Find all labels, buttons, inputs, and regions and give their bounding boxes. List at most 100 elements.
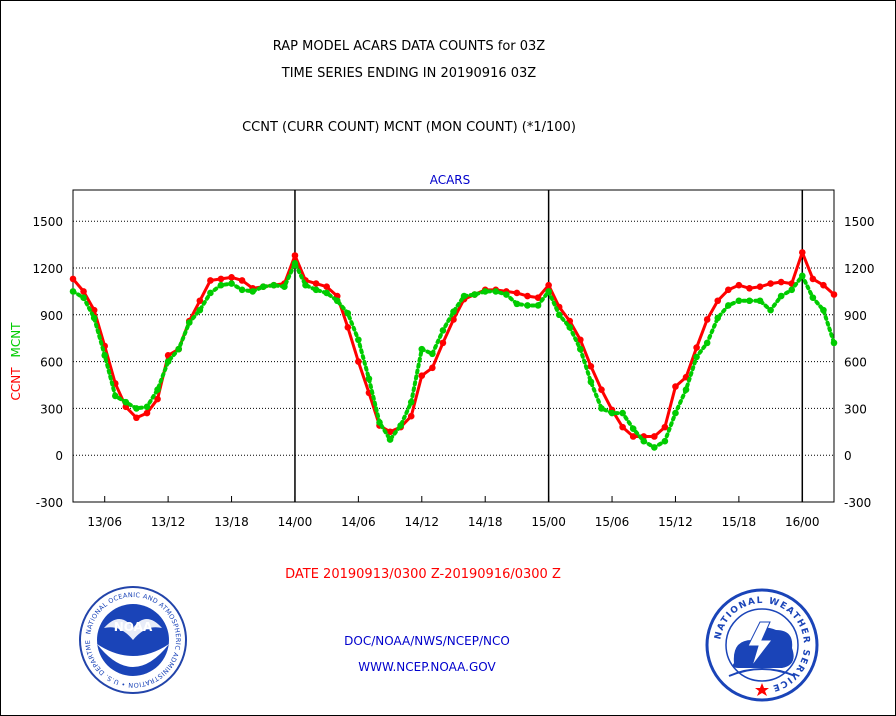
x-tick-label: 15/06 <box>595 515 630 529</box>
data-point-mcnt <box>492 288 500 295</box>
x-tick-label: 14/00 <box>278 515 313 529</box>
data-point-ccnt <box>798 249 806 256</box>
data-point-mcnt <box>80 294 87 301</box>
data-point-mcnt <box>746 297 753 305</box>
data-point-mcnt <box>682 386 690 393</box>
data-point-mcnt <box>524 302 531 309</box>
website-link[interactable]: WWW.NCEP.NOAA.GOV <box>358 660 496 674</box>
y-tick-label-right: 900 <box>844 309 867 323</box>
data-point-mcnt <box>587 378 595 386</box>
data-point-mcnt <box>376 419 383 426</box>
data-point-mcnt <box>407 398 415 406</box>
x-tick-label: 14/18 <box>468 515 503 529</box>
x-tick-label: 13/18 <box>214 515 249 529</box>
data-point-mcnt <box>820 306 827 314</box>
chart-subtitle: CCNT (CURR COUNT) MCNT (MON COUNT) (*1/1… <box>242 120 576 135</box>
data-point-ccnt <box>777 278 785 286</box>
data-point-ccnt <box>143 409 151 417</box>
data-point-mcnt <box>386 436 394 443</box>
data-point-mcnt <box>672 409 679 417</box>
data-point-mcnt <box>175 345 182 353</box>
data-point-mcnt <box>323 289 330 297</box>
data-point-mcnt <box>703 339 711 347</box>
data-point-mcnt <box>545 288 552 295</box>
nws-logo-icon: NATIONAL WEATHER SERVICE <box>705 588 819 702</box>
data-point-ccnt <box>767 280 774 287</box>
data-point-ccnt <box>693 344 700 351</box>
y-tick-label-right: 300 <box>844 402 867 416</box>
data-point-mcnt <box>566 323 574 331</box>
noaa-logo-icon: NOAA NATIONAL OCEANIC AND ATMOSPHERIC AD… <box>0 0 187 694</box>
data-point-ccnt <box>450 316 457 323</box>
data-point-mcnt <box>122 398 130 406</box>
chart-title-line1: RAP MODEL ACARS DATA COUNTS for 03Z <box>273 39 546 54</box>
data-point-mcnt <box>777 292 785 300</box>
data-point-mcnt <box>259 283 267 291</box>
y-tick-label-right: 1200 <box>844 262 875 276</box>
data-point-mcnt <box>619 409 626 417</box>
x-tick-label: 13/06 <box>87 515 122 529</box>
acars-label: ACARS <box>430 173 471 187</box>
y-axis-label: CCNT MCNT <box>9 322 23 401</box>
data-point-ccnt <box>439 339 447 347</box>
data-point-mcnt <box>312 286 320 294</box>
data-point-ccnt <box>598 386 605 393</box>
data-point-ccnt <box>217 275 225 283</box>
y-tick-label-right: 1500 <box>844 215 875 229</box>
data-point-mcnt <box>767 306 774 314</box>
data-point-ccnt <box>133 414 140 422</box>
y-axis-label-ccnt: CCNT <box>9 367 23 401</box>
data-point-ccnt <box>746 284 753 292</box>
data-point-mcnt <box>365 375 373 383</box>
data-point-ccnt <box>651 433 658 440</box>
data-point-mcnt <box>577 345 584 353</box>
data-point-mcnt <box>471 291 478 298</box>
data-point-ccnt <box>196 297 204 305</box>
data-point-mcnt <box>503 291 510 298</box>
y-tick-label-left: -300 <box>36 496 63 510</box>
data-point-mcnt <box>101 352 109 359</box>
x-tick-label: 16/00 <box>785 515 820 529</box>
data-point-mcnt <box>90 314 98 322</box>
chart-title-line2: TIME SERIES ENDING IN 20190916 03Z <box>281 66 537 81</box>
data-point-ccnt <box>429 364 436 372</box>
data-point-ccnt <box>69 275 77 283</box>
data-point-ccnt <box>238 277 246 284</box>
data-point-mcnt <box>302 281 309 289</box>
noaa-logo-text: NOAA <box>114 620 153 634</box>
data-point-ccnt <box>534 294 542 301</box>
data-point-mcnt <box>429 350 436 358</box>
data-point-ccnt <box>703 316 711 323</box>
data-point-ccnt <box>513 289 521 297</box>
data-point-mcnt <box>788 286 796 294</box>
data-point-mcnt <box>207 289 214 297</box>
noaa-ring-text: NATIONAL OCEANIC AND ATMOSPHERIC ADMINIS… <box>0 0 182 689</box>
y-tick-label-right: 0 <box>844 449 852 463</box>
data-point-mcnt <box>735 297 743 305</box>
data-point-ccnt <box>154 395 161 403</box>
data-point-mcnt <box>608 409 616 417</box>
data-point-mcnt <box>249 288 256 295</box>
data-point-mcnt <box>164 358 172 365</box>
data-point-mcnt <box>693 353 700 361</box>
data-point-ccnt <box>291 252 299 259</box>
x-tick-label: 15/12 <box>658 515 693 529</box>
data-point-ccnt <box>629 433 637 440</box>
data-point-mcnt <box>725 302 732 309</box>
data-point-mcnt <box>133 405 140 412</box>
series-line-mcnt <box>71 261 836 450</box>
data-point-ccnt <box>809 275 817 283</box>
data-point-mcnt <box>196 306 204 314</box>
data-point-mcnt <box>809 294 817 301</box>
y-axis-label-mcnt: MCNT <box>9 322 23 358</box>
data-point-mcnt <box>629 425 637 432</box>
data-point-ccnt <box>820 281 827 289</box>
data-point-mcnt <box>111 392 119 400</box>
data-point-ccnt <box>323 283 330 291</box>
data-point-ccnt <box>756 283 764 291</box>
y-tick-label-left: 600 <box>40 356 63 370</box>
x-tick-label: 14/06 <box>341 515 376 529</box>
data-point-mcnt <box>598 405 605 412</box>
data-point-ccnt <box>355 358 362 365</box>
data-point-mcnt <box>238 286 246 294</box>
